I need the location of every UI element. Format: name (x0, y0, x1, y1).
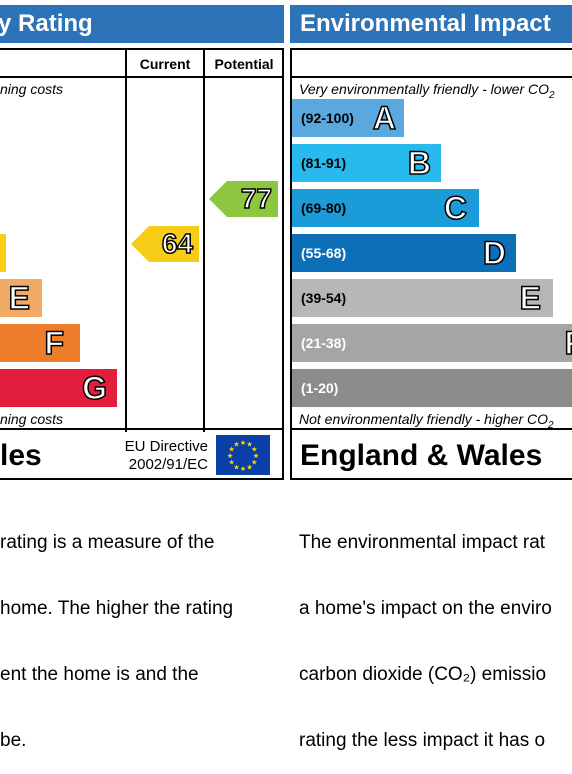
environment-band-f: (21-38) F (292, 324, 572, 362)
current-rating-arrow: 64 (131, 226, 199, 262)
energy-top-note: ning costs (0, 81, 64, 97)
current-arrow-shape (131, 226, 199, 262)
column-header-current: Current (139, 56, 191, 72)
energy-band-d-tail (0, 234, 6, 272)
environment-band-c-range: (69-80) (301, 200, 347, 216)
environment-band-e-range: (39-54) (301, 290, 347, 306)
energy-band-e-letter: E (8, 279, 31, 317)
environment-band-a-range: (92-100) (301, 110, 354, 126)
svg-text:★: ★ (240, 439, 246, 447)
energy-bottom-note: ning costs (0, 411, 64, 427)
energy-desc-line4: be. (0, 730, 27, 751)
environment-band-c: (69-80) C (292, 189, 479, 227)
eu-directive-line2: 2002/91/EC (128, 456, 208, 473)
environment-bottom-note: Not environmentally friendly - higher CO… (299, 411, 572, 431)
energy-description: rating is a measure of the home. The hig… (0, 488, 284, 774)
environment-top-note-sub: 2 (549, 89, 555, 101)
energy-current-divider (125, 48, 127, 432)
environment-band-f-letter: F (564, 324, 572, 362)
energy-desc-line2: home. The higher the rating (0, 598, 234, 619)
environment-footer-region: England & Wales (300, 439, 543, 472)
svg-text:★: ★ (251, 459, 257, 467)
energy-header-divider (0, 76, 284, 78)
environment-title-text: Environmental Impact (300, 10, 551, 37)
svg-text:★: ★ (229, 459, 235, 467)
svg-text:★: ★ (246, 463, 252, 471)
svg-text:★: ★ (229, 446, 235, 454)
environment-bottom-note-sub: 2 (548, 419, 554, 431)
energy-band-f-letter: F (44, 324, 65, 362)
energy-panel-title: y Rating (0, 5, 284, 43)
energy-desc-line3: ent the home is and the (0, 664, 199, 685)
svg-text:★: ★ (251, 446, 257, 454)
svg-text:★: ★ (240, 465, 246, 473)
environment-band-c-letter: C (443, 189, 468, 227)
environment-band-d-letter: D (482, 234, 507, 272)
potential-rating-value: 77 (240, 182, 273, 215)
environment-bottom-note-text: Not environmentally friendly - higher CO (299, 411, 548, 427)
environment-desc-line3: carbon dioxide (CO₂) emissio (299, 664, 547, 685)
svg-text:★: ★ (253, 452, 259, 460)
svg-text:★: ★ (233, 463, 239, 471)
environment-band-g-range: (1-20) (301, 380, 339, 396)
energy-title-text: y Rating (0, 10, 93, 37)
environment-desc-line4: rating the less impact it has o (299, 730, 546, 751)
eu-stars-icon: ★ ★★ ★★★ ★★★ ★★★ (227, 439, 259, 473)
environment-band-g: (1-20) G (292, 369, 572, 407)
environment-desc-line1: The environmental impact rat (299, 532, 546, 553)
energy-footer-region: les (0, 439, 42, 472)
current-rating-value: 64 (161, 227, 194, 260)
environment-band-e: (39-54) E (292, 279, 553, 317)
svg-text:★: ★ (227, 452, 233, 460)
energy-potential-divider (203, 48, 205, 432)
environment-band-a-letter: A (372, 99, 397, 137)
potential-arrow-shape (209, 181, 278, 217)
environment-desc-line2: a home's impact on the enviro (299, 598, 552, 619)
eu-flag-icon: ★ ★ ★ ★ ★ ★ ★ ★ ★ ★ ★ ★ (216, 435, 270, 475)
environment-band-b-range: (81-91) (301, 155, 347, 171)
eu-directive-label: EU Directive 2002/91/EC (100, 438, 208, 474)
environment-band-a: (92-100) A (292, 99, 404, 137)
eu-directive-line1: EU Directive (124, 438, 208, 455)
potential-rating-arrow: 77 (209, 181, 278, 217)
environment-top-note-text: Very environmentally friendly - lower CO (299, 81, 550, 97)
energy-desc-line1: rating is a measure of the (0, 532, 215, 553)
environment-panel-title: Environmental Impact (290, 5, 572, 43)
environment-band-f-range: (21-38) (301, 335, 347, 351)
environment-header-divider (290, 76, 572, 78)
environment-description: The environmental impact rat a home's im… (299, 488, 572, 774)
environment-band-d: (55-68) D (292, 234, 516, 272)
svg-text:★: ★ (233, 441, 239, 449)
energy-band-g: G (0, 369, 117, 407)
environment-band-b-letter: B (407, 144, 432, 182)
environment-band-d-range: (55-68) (301, 245, 347, 261)
energy-band-e: E (0, 279, 42, 317)
svg-text:★: ★ (246, 441, 252, 449)
energy-band-f: F (0, 324, 80, 362)
environment-band-e-letter: E (519, 279, 542, 317)
column-header-potential: Potential (214, 56, 274, 72)
environment-footer-frame (290, 430, 572, 480)
environment-band-b: (81-91) B (292, 144, 441, 182)
energy-band-g-letter: G (81, 369, 107, 407)
environment-top-note: Very environmentally friendly - lower CO… (299, 81, 572, 101)
